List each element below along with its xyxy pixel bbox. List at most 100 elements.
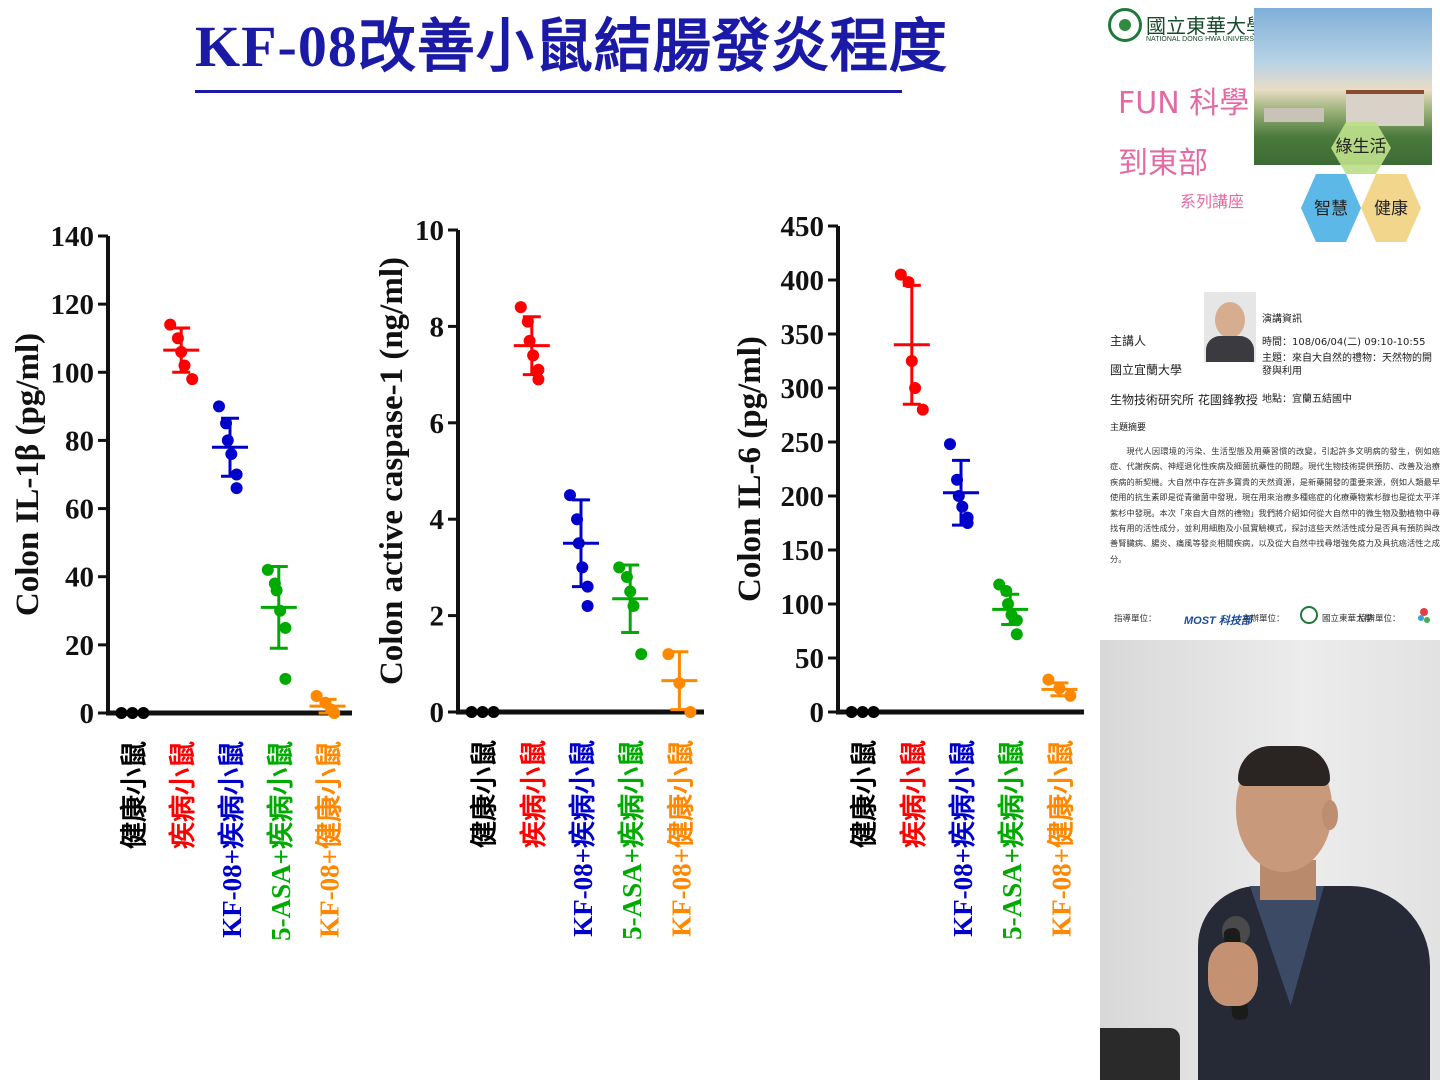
guide-unit-label: 指導單位： [1114, 614, 1157, 624]
category-label: 疾病小鼠 [167, 741, 198, 849]
host-unit-label: 主辦單位： [1242, 614, 1285, 624]
y-tick-label: 50 [795, 643, 824, 675]
y-axis-title: Colon active caspase-1 (ng/ml) [374, 257, 410, 685]
data-point [684, 706, 697, 718]
data-point [270, 584, 283, 597]
host-unit-name: 國立東華大學 [1322, 614, 1374, 624]
y-tick-label: 250 [781, 427, 825, 459]
data-point [961, 517, 974, 529]
data-point [221, 434, 234, 447]
data-point [662, 648, 675, 661]
y-tick-label: 100 [781, 589, 825, 621]
data-point [916, 403, 929, 416]
y-tick-label: 100 [51, 357, 95, 389]
category-label: 5-ASA+疾病小鼠 [265, 741, 296, 941]
y-tick-label: 350 [781, 319, 825, 351]
data-point [581, 599, 594, 612]
chart-3: 0 50 100 150 200 250 300 350 400 450 Colon IL-6 (p… [732, 211, 1084, 940]
data-point [613, 561, 626, 574]
data-point [126, 707, 139, 719]
data-point [1064, 689, 1077, 702]
data-point [845, 706, 858, 718]
data-point [230, 482, 243, 495]
data-point [867, 706, 880, 718]
y-tick-label: 120 [51, 289, 95, 321]
y-axis-title: Colon IL-6 (pg/ml) [732, 336, 768, 602]
data-point [279, 672, 292, 685]
data-point [230, 468, 243, 481]
data-point [894, 268, 907, 281]
category-label: KF-08+疾病小鼠 [216, 741, 247, 938]
hex-yellow-label: 健康 [1374, 199, 1408, 219]
y-tick-label: 4 [430, 504, 445, 536]
y-tick-label: 80 [65, 425, 94, 457]
theme-hexagons: 綠生活 智慧 健康 [1301, 122, 1421, 242]
data-point [635, 648, 648, 661]
y-tick-label: 60 [65, 494, 94, 526]
y-tick-label: 150 [781, 535, 825, 567]
y-tick-label: 0 [80, 698, 95, 730]
host-logo-icon [1300, 606, 1318, 624]
data-point [213, 400, 225, 413]
y-tick-label: 10 [415, 215, 444, 247]
data-point [487, 706, 500, 718]
lecture-topic: 主題：來自大自然的禮物：天然物的開發與利用 [1262, 353, 1432, 377]
summary-text: 現代人因環境的污染、生活型態及用藥習慣的改變，引起許多文明病的發生，例如癌症、代… [1110, 446, 1440, 564]
category-label: KF-08+健康小鼠 [1045, 740, 1076, 937]
slide-title: KF-08改善小鼠結腸發炎程度 [195, 14, 948, 79]
category-label: 5-ASA+疾病小鼠 [996, 740, 1027, 940]
university-name-english: NATIONAL DONG HWA UNIVERSITY [1146, 36, 1265, 43]
y-tick-label: 200 [781, 481, 825, 513]
series-lecture-label: 系列講座 [1180, 192, 1245, 211]
data-point [115, 707, 128, 719]
most-logo: MOST 科技部 [1184, 615, 1252, 627]
lecture-place: 地點：宜蘭五結國中 [1262, 394, 1352, 405]
hex-wisdom [1301, 174, 1361, 242]
data-point [465, 706, 478, 718]
category-label: KF-08+疾病小鼠 [947, 740, 978, 937]
data-point [514, 301, 527, 314]
cohost-unit-label: 協辦單位： [1358, 614, 1401, 624]
category-label: 健康小鼠 [849, 740, 880, 848]
y-tick-label: 400 [781, 265, 825, 297]
y-tick-label: 40 [65, 562, 94, 594]
data-point [279, 621, 292, 634]
data-point [532, 373, 545, 386]
y-tick-label: 2 [430, 601, 445, 633]
y-tick-label: 6 [430, 408, 445, 440]
lecture-info-heading: 演講資訊 [1262, 314, 1302, 325]
category-label: 健康小鼠 [118, 741, 149, 849]
lecture-info-panel: 國立東華大學 NATIONAL DONG HWA UNIVERSITY FUN … [1100, 0, 1440, 640]
data-point [476, 706, 489, 718]
category-label: 疾病小鼠 [898, 740, 929, 848]
data-point [532, 363, 545, 376]
category-label: KF-08+健康小鼠 [314, 741, 345, 938]
y-tick-label: 0 [810, 697, 825, 729]
series-title-line2: 到東部 [1118, 146, 1208, 181]
speaker-organization: 國立宜蘭大學 [1110, 363, 1183, 377]
category-label: 5-ASA+疾病小鼠 [616, 740, 647, 940]
data-point [564, 489, 576, 502]
category-label: 健康小鼠 [469, 740, 500, 848]
speaker-name: 生物技術研究所 花國鋒教授 [1110, 393, 1258, 407]
title-underline [195, 90, 902, 93]
data-point [856, 706, 869, 718]
sponsors-row: 指導單位： MOST 科技部 主辦單位： 國立東華大學 協辦單位： [1114, 604, 1440, 630]
hex-health [1361, 174, 1421, 242]
y-axis-title: Colon IL-1β (pg/ml) [10, 333, 46, 616]
data-point [137, 707, 150, 719]
data-point [1010, 628, 1023, 641]
hex-green-label: 綠生活 [1336, 137, 1387, 157]
summary-heading: 主題摘要 [1110, 423, 1147, 433]
speaker-label: 主講人 [1110, 334, 1147, 348]
hex-blue-label: 智慧 [1314, 199, 1348, 219]
y-tick-label: 8 [430, 311, 445, 343]
category-label: KF-08+健康小鼠 [665, 740, 696, 937]
lecture-time: 時間：108/06/04(二) 09:10-10:55 [1262, 337, 1426, 348]
y-tick-label: 0 [430, 697, 445, 729]
data-point [186, 373, 199, 386]
category-label: KF-08+疾病小鼠 [567, 740, 598, 937]
y-tick-label: 300 [781, 373, 825, 405]
